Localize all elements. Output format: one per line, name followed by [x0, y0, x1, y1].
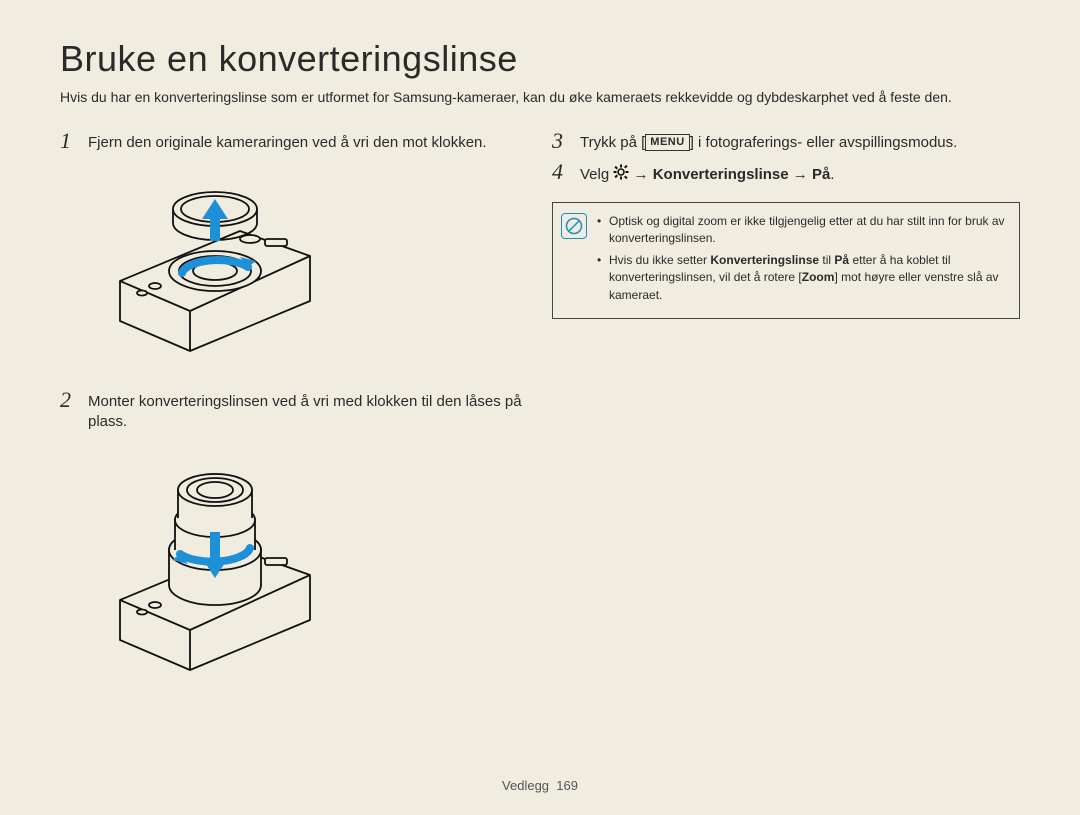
- page-title: Bruke en konverteringslinse: [60, 38, 1020, 80]
- figure-mount-lens: [100, 450, 528, 680]
- note-item: Hvis du ikke setter Konverteringslinse t…: [597, 252, 1007, 304]
- step4-value: På: [812, 166, 830, 183]
- menu-button-label: MENU: [645, 134, 689, 151]
- step4-prefix: Velg: [580, 166, 613, 183]
- intro-text: Hvis du har en konverteringslinse som er…: [60, 88, 1020, 108]
- note-item: Optisk og digital zoom er ikke tilgjenge…: [597, 213, 1007, 248]
- step4-option: Konverteringslinse: [653, 166, 789, 183]
- step-number: 1: [60, 130, 78, 153]
- footer-section: Vedlegg: [502, 778, 549, 793]
- step-number: 4: [552, 161, 570, 186]
- gear-icon: [613, 164, 629, 186]
- note-text: Hvis du ikke setter: [609, 253, 710, 267]
- step-text: Velg: [580, 161, 834, 186]
- figure-remove-ring: [100, 171, 528, 361]
- step3-prefix: Trykk på [: [580, 134, 645, 151]
- note-bold: Zoom: [802, 270, 835, 284]
- step3-suffix: ] i fotograferings- eller avspillingsmod…: [690, 134, 958, 151]
- step4-end: .: [830, 166, 834, 183]
- note-icon: [561, 213, 587, 239]
- note-icon-wrap: [561, 213, 587, 308]
- step-1: 1 Fjern den originale kameraringen ved å…: [60, 130, 528, 153]
- step-3: 3 Trykk på [MENU] i fotograferings- elle…: [552, 130, 1020, 153]
- note-bold: Konverteringslinse: [710, 253, 819, 267]
- note-list: Optisk og digital zoom er ikke tilgjenge…: [597, 213, 1007, 308]
- step-number: 3: [552, 130, 570, 153]
- step-text: Trykk på [MENU] i fotograferings- eller …: [580, 130, 957, 153]
- footer-page-number: 169: [556, 778, 578, 793]
- step-text: Fjern den originale kameraringen ved å v…: [88, 130, 487, 153]
- note-box: Optisk og digital zoom er ikke tilgjenge…: [552, 202, 1020, 319]
- arrow-sep: →: [789, 166, 812, 183]
- step-4: 4 Velg: [552, 161, 1020, 186]
- right-column: 3 Trykk på [MENU] i fotograferings- elle…: [552, 130, 1020, 709]
- note-text: til: [819, 253, 834, 267]
- note-text: Optisk og digital zoom er ikke tilgjenge…: [609, 214, 1005, 245]
- left-column: 1 Fjern den originale kameraringen ved å…: [60, 130, 528, 709]
- step-2: 2 Monter konverteringslinsen ved å vri m…: [60, 389, 528, 433]
- step-number: 2: [60, 389, 78, 433]
- arrow-sep: →: [634, 166, 653, 183]
- step-text: Monter konverteringslinsen ved å vri med…: [88, 389, 528, 433]
- page-footer: Vedlegg 169: [0, 778, 1080, 793]
- note-bold: På: [834, 253, 849, 267]
